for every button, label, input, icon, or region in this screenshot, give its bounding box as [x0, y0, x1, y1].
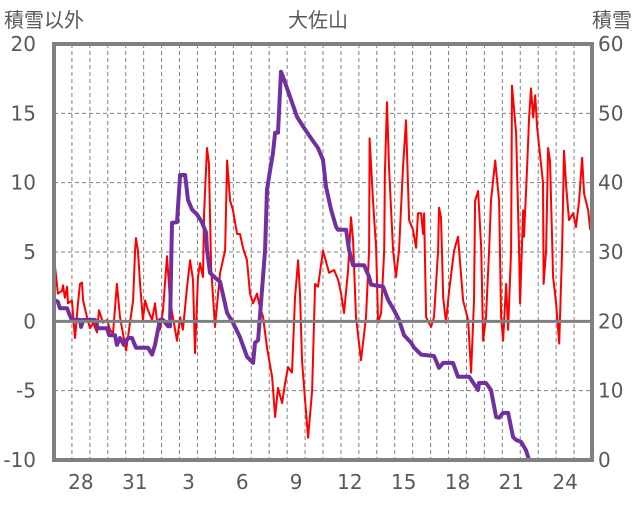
right-tick-label: 60: [598, 32, 623, 56]
x-tick-label: 21: [499, 470, 524, 494]
left-tick-label: 0: [23, 309, 36, 333]
x-tick-label: 12: [337, 470, 362, 494]
x-tick-label: 31: [122, 470, 147, 494]
x-tick-label: 18: [445, 470, 470, 494]
left-tick-label: -10: [3, 448, 36, 472]
chart-title: 大佐山: [288, 8, 348, 32]
snow-depth-line: [53, 69, 592, 462]
left-tick-label: 5: [23, 240, 36, 264]
left-axis-label: 積雪以外: [4, 8, 84, 32]
x-tick-label: 6: [236, 470, 249, 494]
right-tick-label: 30: [598, 240, 623, 264]
x-tick-label: 24: [552, 470, 577, 494]
left-tick-label: 20: [11, 32, 36, 56]
x-tick-label: 9: [290, 470, 303, 494]
plot-frame: [52, 42, 594, 462]
right-tick-label: 50: [598, 101, 623, 125]
right-tick-label: 20: [598, 309, 623, 333]
x-tick-label: 3: [182, 470, 195, 494]
x-tick-label: 28: [68, 470, 93, 494]
plot-border: [52, 42, 594, 462]
right-tick-label: 40: [598, 171, 623, 195]
right-axis-label: 積雪: [592, 8, 632, 32]
left-tick-label: 10: [11, 171, 36, 195]
temperature-line: [53, 84, 592, 439]
series-layer: [53, 69, 592, 462]
left-tick-label: 15: [11, 101, 36, 125]
right-tick-label: 10: [598, 379, 623, 403]
left-tick-label: -5: [16, 379, 36, 403]
right-tick-label: 0: [598, 448, 611, 472]
x-tick-label: 15: [391, 470, 416, 494]
